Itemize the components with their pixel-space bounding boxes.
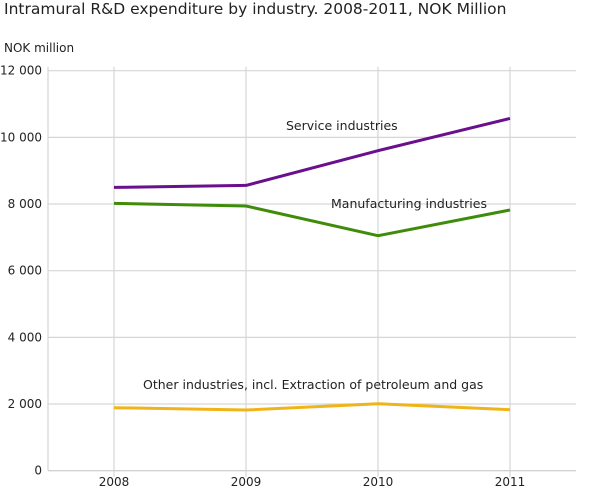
series-label-2: Other industries, incl. Extraction of pe… — [143, 377, 483, 392]
series-label-0: Service industries — [286, 118, 398, 133]
y-tick-label: 0 — [34, 464, 42, 478]
y-tick-label: 8 000 — [8, 197, 42, 211]
y-tick-label: 6 000 — [8, 264, 42, 278]
series-line-0 — [113, 116, 511, 189]
x-tick-label: 2010 — [363, 475, 394, 488]
y-tick-label: 4 000 — [8, 330, 42, 344]
chart-title: Intramural R&D expenditure by industry. … — [4, 0, 507, 18]
x-tick-label: 2008 — [99, 475, 130, 488]
y-tick-label: 12 000 — [0, 64, 42, 78]
y-tick-label: 2 000 — [8, 397, 42, 411]
series-line-2 — [113, 402, 511, 412]
y-tick-label: 10 000 — [0, 130, 42, 144]
x-tick-label: 2011 — [495, 475, 526, 488]
series-line-1 — [113, 201, 511, 238]
x-tick-label: 2009 — [231, 475, 262, 488]
series-label-1: Manufacturing industries — [331, 196, 487, 211]
y-axis-label: NOK million — [4, 41, 75, 55]
